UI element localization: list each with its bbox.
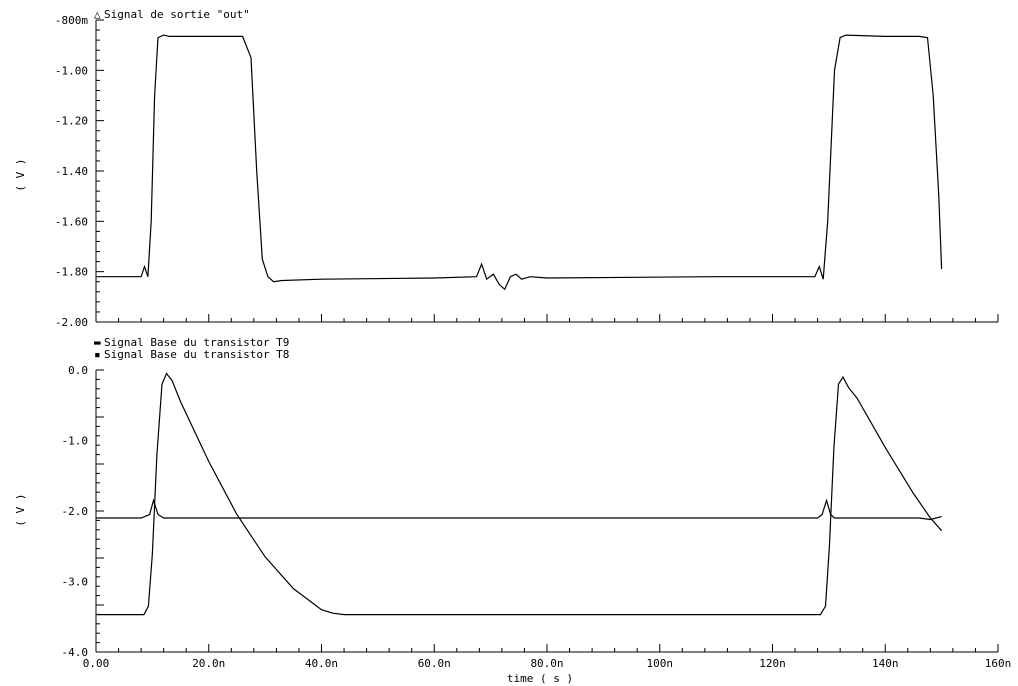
panel2-y-tick-label: -3.0 bbox=[62, 576, 89, 589]
x-tick-label: 20.0n bbox=[192, 657, 225, 670]
panel1-y-tick-label: -1.00 bbox=[55, 64, 88, 77]
series-line-1-1 bbox=[96, 34, 943, 291]
chart-drawing: -800m -1.00 -1.20 -1.40 -1.60 -1.80 -2.00 0.0 -1… bbox=[55, 14, 1011, 670]
x-tick-label: 100n bbox=[647, 657, 674, 670]
x-tick-label: 40.0n bbox=[305, 657, 338, 670]
panel2-y-tick-label: -2.0 bbox=[62, 505, 89, 518]
panel1-y-tick-label: -1.80 bbox=[55, 266, 88, 279]
series-line-2-2 bbox=[96, 372, 943, 616]
legend-label-out: Signal de sortie "out" bbox=[104, 8, 250, 21]
panel1-y-tick-label: -1.20 bbox=[55, 115, 88, 128]
panel2-y-tick-label: -1.0 bbox=[62, 435, 89, 448]
bottom-ylabel: ( V ) bbox=[14, 493, 27, 526]
x-tick-label: 120n bbox=[759, 657, 786, 670]
panel1-y-tick-label: -1.40 bbox=[55, 165, 88, 178]
x-axis-label: time ( s ) bbox=[507, 672, 573, 685]
panel2-y-tick-label: 0.0 bbox=[68, 364, 88, 377]
x-tick-label: 140n bbox=[872, 657, 899, 670]
legend-marker-t8: ▪ bbox=[94, 348, 101, 361]
panel1-y-tick-label: -1.60 bbox=[55, 215, 88, 228]
series-line-2-1 bbox=[96, 498, 942, 521]
x-tick-label: 0.00 bbox=[83, 657, 110, 670]
x-tick-label: 80.0n bbox=[530, 657, 563, 670]
legend-label-t8: Signal Base du transistor T8 bbox=[104, 348, 289, 361]
panel2-y-tick-label: -4.0 bbox=[62, 646, 89, 659]
x-tick-label: 160n bbox=[985, 657, 1012, 670]
panel1-y-tick-label: -800m bbox=[55, 14, 88, 27]
legend-marker-t9: ▬ bbox=[94, 336, 101, 349]
legend-marker-out: △ bbox=[94, 8, 101, 21]
top-ylabel: ( V ) bbox=[14, 158, 27, 191]
x-tick-label: 60.0n bbox=[418, 657, 451, 670]
panel1-y-tick-label: -2.00 bbox=[55, 316, 88, 329]
legend-label-t9: Signal Base du transistor T9 bbox=[104, 336, 289, 349]
